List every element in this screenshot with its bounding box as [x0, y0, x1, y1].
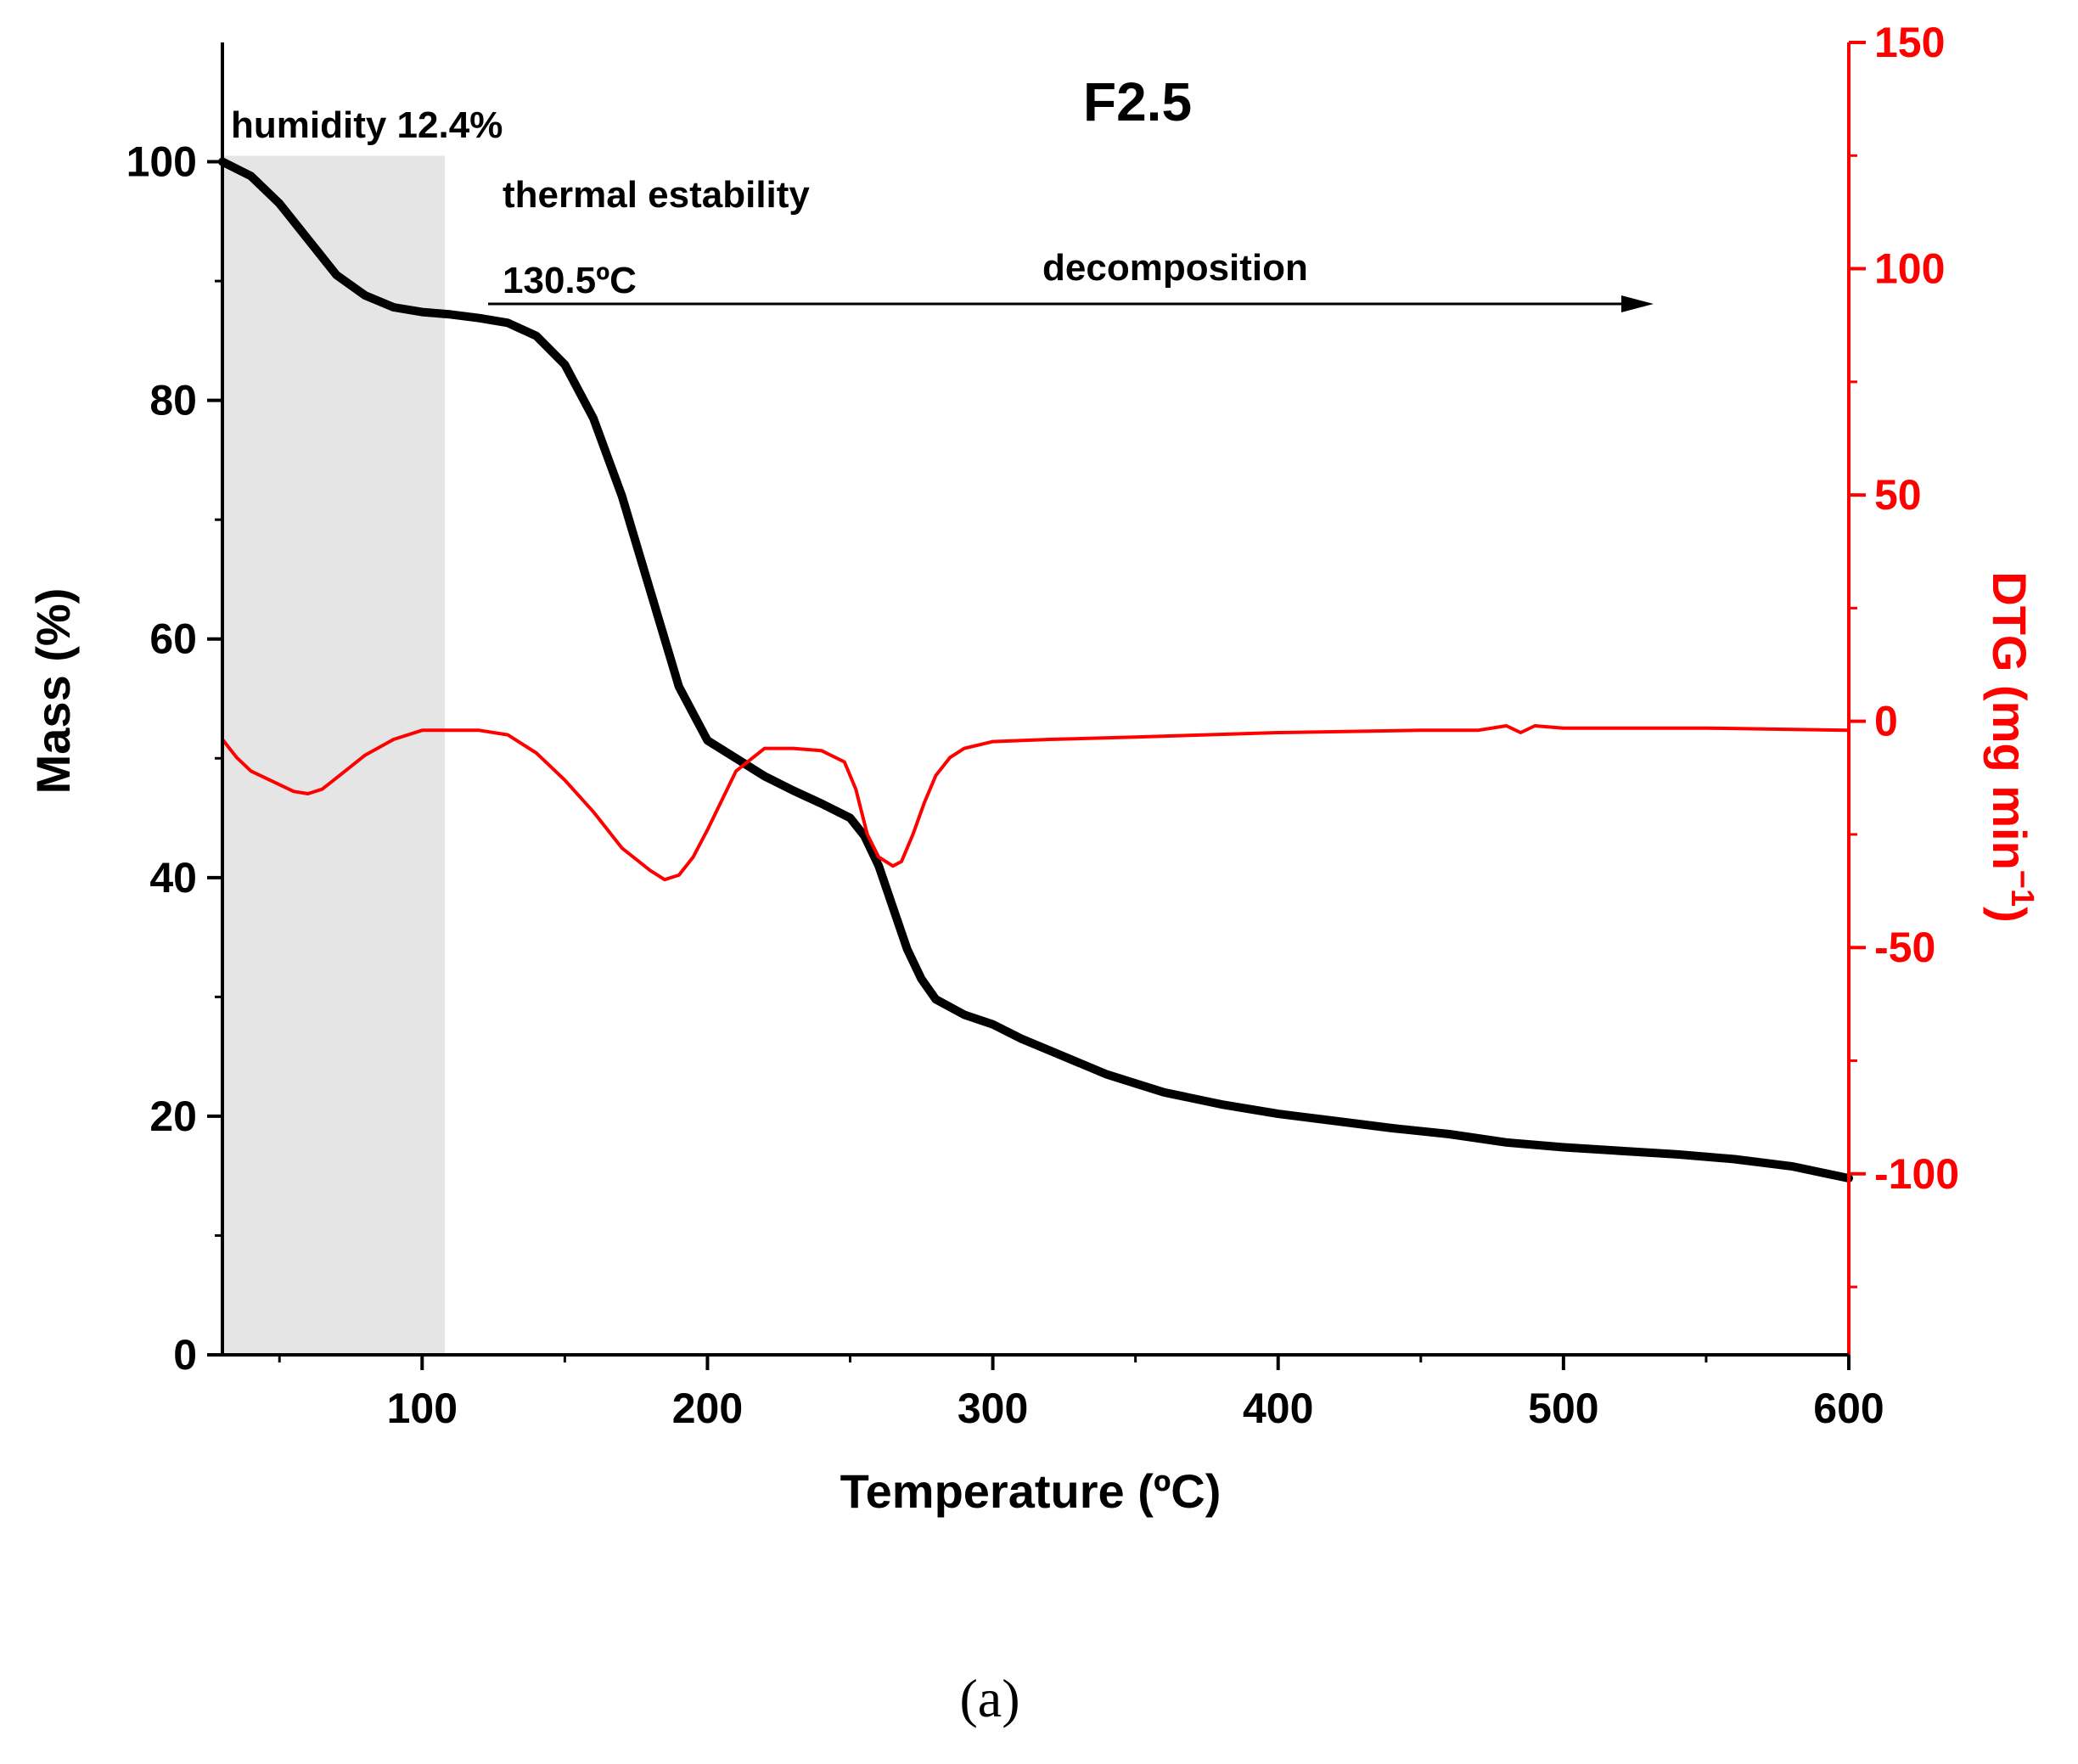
annotation-humidity: humidity 12.4% — [231, 104, 503, 146]
y-left-tick-label: 20 — [149, 1093, 197, 1140]
x-tick-label: 400 — [1243, 1385, 1313, 1432]
annotation-thermal-stability: thermal estability — [503, 174, 810, 216]
right-axis: -100 -50 0 50 100 150 — [1847, 19, 1959, 1355]
annotation-onset-temperature: 130.5ºC — [503, 260, 637, 301]
y-left-tick-label: 60 — [149, 615, 197, 663]
dtg-curve — [221, 724, 1850, 882]
x-axis-title: Temperature (ºC) — [840, 1464, 1222, 1518]
chart-title: F2.5 — [1083, 71, 1192, 132]
y-left-axis-title: Mass (%) — [26, 588, 80, 795]
shaded-humidity-region — [222, 155, 446, 1355]
y-right-axis-title-superscript: −1 — [2004, 870, 2040, 907]
y-right-tick-label: -100 — [1874, 1150, 1959, 1198]
y-right-tick-label: -50 — [1874, 924, 1935, 971]
curves-layer — [218, 157, 1853, 1183]
x-tick-label: 600 — [1813, 1385, 1884, 1432]
x-tick-label: 500 — [1528, 1385, 1598, 1432]
y-right-tick-label: 50 — [1874, 471, 1922, 519]
y-left-tick-label: 40 — [149, 854, 197, 902]
y-right-tick-label: 150 — [1874, 19, 1945, 66]
figure-caption: (a) — [959, 1668, 1019, 1728]
annotation-decomposition: decomposition — [1042, 247, 1308, 289]
mass-curve — [218, 157, 1853, 1183]
x-tick-label: 300 — [958, 1385, 1028, 1432]
y-right-axis-title: DTG (mg min−1) — [1983, 571, 2040, 923]
y-right-tick-label: 100 — [1874, 245, 1945, 293]
y-left-tick-label: 100 — [126, 138, 197, 186]
y-right-tick-label: 0 — [1874, 698, 1898, 745]
y-left-tick-label: 0 — [173, 1331, 197, 1379]
left-axis: 0 20 40 60 80 100 — [126, 42, 224, 1379]
decomposition-arrow-head — [1621, 295, 1654, 312]
x-tick-label: 200 — [672, 1385, 743, 1432]
y-left-tick-label: 80 — [149, 377, 197, 424]
bottom-axis: 100 200 300 400 500 600 — [222, 1353, 1884, 1432]
x-tick-label: 100 — [387, 1385, 458, 1432]
